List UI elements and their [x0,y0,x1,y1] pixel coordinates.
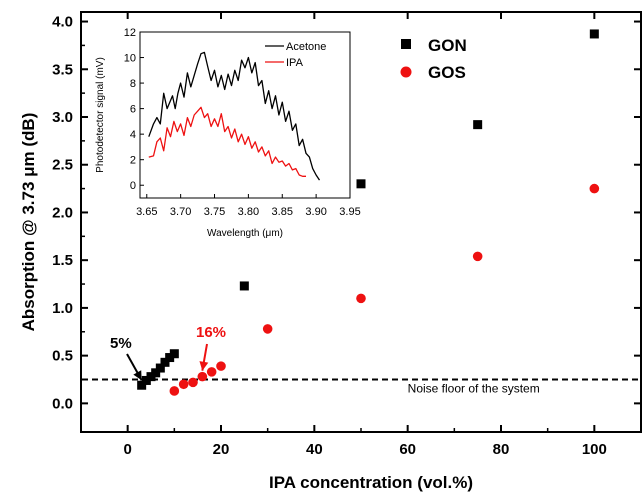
inset-legend-label-acetone: Acetone [286,41,326,53]
main-chart: 0 20 40 60 80 100 0.00.51.01.52.02.53.03.54.0… [19,11,642,492]
series-gon [137,29,599,390]
noise-floor-label: Noise floor of the system [408,382,540,396]
data-point-gon [165,353,175,363]
main-y-tick-label: 2.5 [52,157,73,174]
data-point-gos [216,361,226,371]
data-point-gon [151,368,161,378]
main-y-axis-title: Absorption @ 3.73 μm (dB) [19,113,38,332]
inset-x-tick-label: 3.90 [305,206,326,218]
main-y-tick-label: 1.0 [52,300,73,317]
main-series [137,29,600,396]
main-y-tick-label: 3.5 [52,61,73,78]
inset-y-tick-label: 6 [130,104,136,116]
legend-label-gos: GOS [428,63,466,82]
main-y-ticks: 0.0 0.5 1.0 1.5 2.0 2.5 3.0 3.5 4.0 [52,14,641,412]
inset-line-acetone [148,51,321,181]
main-x-tick-label: 20 [213,441,230,458]
data-point-gos [206,367,217,377]
noise-floor: Noise floor of the system [82,378,640,396]
annotation-label: 16% [196,324,226,341]
data-point-gos [356,293,366,304]
annotations: 5% 16% [110,324,226,381]
main-x-tick-label: 100 [582,441,607,458]
data-point-gon [141,375,151,385]
inset-y-tick-label: 12 [124,27,136,39]
inset-y-ticks: 0 2 4 6 8 10 12 [124,27,144,192]
data-point-gos [472,251,483,262]
annotation-label: 5% [110,335,132,352]
main-x-tick-label: 80 [493,441,510,458]
inset-series [148,51,321,181]
annotation-arrowhead [133,370,142,381]
main-legend: GON GOS [400,36,467,82]
main-y-tick-label: 0.0 [52,395,73,412]
inset-y-tick-label: 4 [130,129,136,141]
inset-x-tick-label: 3.95 [339,206,360,218]
data-point-gon [356,179,366,189]
inset-y-tick-label: 0 [130,180,136,192]
inset-y-tick-label: 2 [130,155,136,167]
main-x-tick-label: 0 [123,441,131,458]
main-x-tick-label: 60 [399,441,416,458]
main-y-tick-label: 1.5 [52,252,73,269]
data-point-gos [188,377,198,388]
inset-legend-label-ipa: IPA [286,57,304,69]
data-point-gos [169,386,180,396]
data-point-gon [160,357,170,367]
data-point-gos [178,379,189,390]
main-y-tick-label: 0.5 [52,348,73,365]
main-y-tick-label: 2.0 [52,204,73,221]
data-point-gos [589,183,600,194]
data-point-gos [197,371,208,382]
inset-y-tick-label: 8 [130,78,136,90]
series-gos [169,183,600,396]
data-point-gon [473,120,483,130]
inset-chart: 3.65 3.70 3.75 3.80 3.85 3.90 3.95 0 2 4 6 8 10 12 W… [95,27,361,239]
main-x-axis-title: IPA concentration (vol.%) [269,473,473,492]
inset-x-axis-title: Wavelength (μm) [207,228,283,239]
inset-x-tick-label: 3.65 [136,206,157,218]
data-point-gon [589,29,599,39]
main-x-ticks: 0 20 40 60 80 100 [80,12,642,458]
data-point-gon [146,372,156,382]
inset-background [140,32,350,198]
data-point-gon [169,349,179,359]
inset-x-tick-label: 3.70 [170,206,191,218]
main-y-tick-label: 3.0 [52,109,73,126]
inset-y-tick-label: 10 [124,53,136,65]
inset-y-axis-title: Photodetector signal (mV) [95,57,106,173]
inset-x-tick-label: 3.80 [238,206,259,218]
legend-marker-gon [401,39,411,49]
inset-legend: Acetone IPA [265,41,326,69]
inset-line-ipa [148,106,306,177]
main-y-tick-label: 4.0 [52,14,73,31]
inset-x-tick-label: 3.85 [272,206,293,218]
data-point-gon [155,363,165,373]
inset-x-ticks: 3.65 3.70 3.75 3.80 3.85 3.90 3.95 [136,194,361,218]
inset-plot-frame [139,31,351,199]
legend-marker-gos [400,66,412,78]
data-point-gon [239,281,249,291]
main-x-tick-label: 40 [306,441,323,458]
inset-x-tick-label: 3.75 [204,206,225,218]
data-point-gon [137,380,147,390]
annotation-arrowhead [199,361,209,371]
data-point-gos [262,324,273,334]
legend-label-gon: GON [428,36,467,55]
